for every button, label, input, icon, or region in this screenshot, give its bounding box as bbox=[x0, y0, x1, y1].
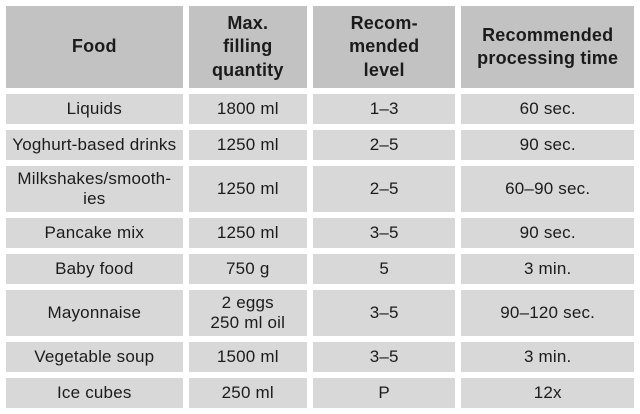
processing-time-cell: 90 sec. bbox=[461, 218, 634, 248]
processing-time-cell: 60 sec. bbox=[461, 94, 634, 124]
food-cell: Milkshakes/smooth- ies bbox=[6, 166, 183, 212]
food-cell: Liquids bbox=[6, 94, 183, 124]
food-cell: Vegetable soup bbox=[6, 342, 183, 372]
recommended-level-cell: 5 bbox=[312, 254, 456, 284]
recommended-level-cell: 3–5 bbox=[312, 218, 456, 248]
table-header-row: Food Max. filling quantity Recom- mended… bbox=[6, 6, 634, 88]
recommended-level-cell: 2–5 bbox=[312, 130, 456, 160]
table-row-baby-food: Baby food 750 g 5 3 min. bbox=[6, 254, 634, 284]
processing-time-cell: 3 min. bbox=[461, 254, 634, 284]
max-filling-quantity-cell: 1250 ml bbox=[188, 130, 307, 160]
max-filling-quantity-cell: 1800 ml bbox=[188, 94, 307, 124]
processing-time-cell: 90 sec. bbox=[461, 130, 634, 160]
food-cell: Ice cubes bbox=[6, 378, 183, 408]
table-row-liquids: Liquids 1800 ml 1–3 60 sec. bbox=[6, 94, 634, 124]
header-food: Food bbox=[6, 6, 183, 88]
food-cell: Baby food bbox=[6, 254, 183, 284]
max-filling-quantity-cell: 1500 ml bbox=[188, 342, 307, 372]
table-row-yoghurt-based-drinks: Yoghurt-based drinks 1250 ml 2–5 90 sec. bbox=[6, 130, 634, 160]
table-row-ice-cubes: Ice cubes 250 ml P 12x bbox=[6, 378, 634, 408]
recommended-level-cell: 2–5 bbox=[312, 166, 456, 212]
max-filling-quantity-cell: 750 g bbox=[188, 254, 307, 284]
recommended-level-cell: 1–3 bbox=[312, 94, 456, 124]
recommended-level-cell: P bbox=[312, 378, 456, 408]
table-row-vegetable-soup: Vegetable soup 1500 ml 3–5 3 min. bbox=[6, 342, 634, 372]
processing-time-cell: 3 min. bbox=[461, 342, 634, 372]
recommended-level-cell: 3–5 bbox=[312, 342, 456, 372]
processing-time-cell: 90–120 sec. bbox=[461, 290, 634, 336]
recommended-level-cell: 3–5 bbox=[312, 290, 456, 336]
table-row-pancake-mix: Pancake mix 1250 ml 3–5 90 sec. bbox=[6, 218, 634, 248]
header-recommended-processing-time: Recommended processing time bbox=[461, 6, 634, 88]
max-filling-quantity-cell: 1250 ml bbox=[188, 166, 307, 212]
processing-time-cell: 12x bbox=[461, 378, 634, 408]
max-filling-quantity-cell: 2 eggs 250 ml oil bbox=[188, 290, 307, 336]
food-cell: Pancake mix bbox=[6, 218, 183, 248]
header-max-filling-quantity: Max. filling quantity bbox=[188, 6, 307, 88]
processing-time-cell: 60–90 sec. bbox=[461, 166, 634, 212]
food-cell: Yoghurt-based drinks bbox=[6, 130, 183, 160]
header-recommended-level: Recom- mended level bbox=[312, 6, 456, 88]
max-filling-quantity-cell: 250 ml bbox=[188, 378, 307, 408]
table-row-mayonnaise: Mayonnaise 2 eggs 250 ml oil 3–5 90–120 … bbox=[6, 290, 634, 336]
food-cell: Mayonnaise bbox=[6, 290, 183, 336]
table-row-milkshakes-smoothies: Milkshakes/smooth- ies 1250 ml 2–5 60–90… bbox=[6, 166, 634, 212]
max-filling-quantity-cell: 1250 ml bbox=[188, 218, 307, 248]
